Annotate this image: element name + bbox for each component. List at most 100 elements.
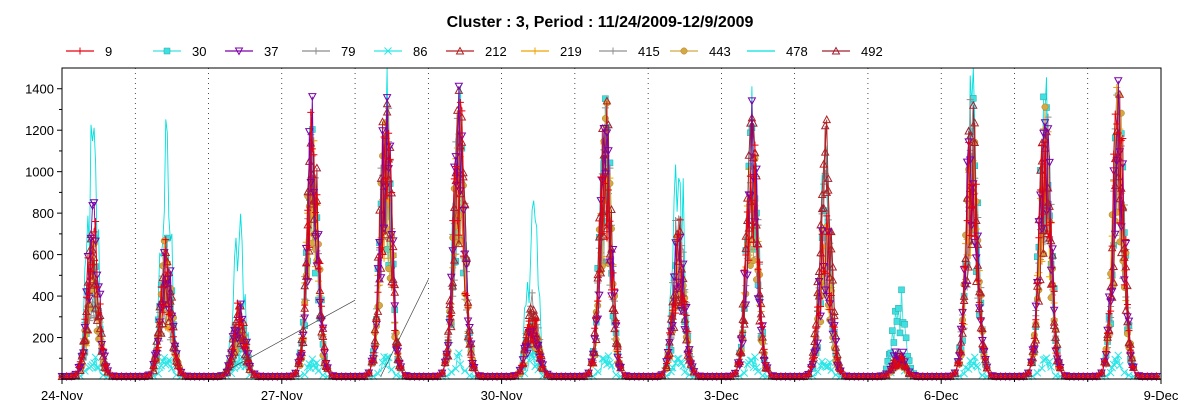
legend-swatch-marker	[234, 47, 244, 56]
data-point	[594, 291, 604, 300]
y-tick-label: 1200	[25, 123, 54, 138]
data-point	[662, 359, 670, 367]
data-point	[375, 254, 383, 262]
data-point	[379, 250, 387, 258]
data-point	[233, 358, 242, 367]
data-point	[391, 327, 399, 335]
data-point	[376, 274, 386, 283]
data-point	[836, 367, 844, 375]
data-point	[1036, 186, 1044, 194]
data-point	[528, 323, 536, 331]
data-point	[164, 317, 174, 326]
data-point	[751, 141, 759, 149]
data-point	[100, 352, 110, 361]
data-point	[530, 338, 538, 346]
data-point	[163, 268, 171, 276]
data-point	[250, 370, 258, 378]
data-point	[377, 244, 385, 252]
data-point	[1122, 235, 1130, 243]
data-point	[759, 323, 767, 331]
data-point	[809, 355, 817, 363]
data-point	[394, 350, 402, 358]
data-point	[821, 269, 829, 277]
legend-entry-478: 478	[747, 44, 808, 59]
data-point	[899, 355, 907, 363]
data-point	[311, 209, 319, 217]
data-point	[365, 369, 373, 377]
legend-swatch-marker	[76, 47, 84, 55]
data-point	[529, 354, 538, 363]
legend-swatch-marker	[680, 47, 688, 55]
data-point	[981, 355, 989, 363]
data-point	[1134, 372, 1142, 380]
chart-title: Cluster : 3, Period : 11/24/2009-12/9/20…	[447, 14, 754, 31]
data-point	[154, 344, 162, 352]
data-point	[441, 358, 449, 366]
data-point	[737, 350, 745, 358]
data-point	[614, 347, 622, 355]
data-point	[828, 275, 838, 284]
legend-swatch-marker	[531, 47, 539, 55]
data-point	[598, 123, 607, 132]
data-point	[226, 361, 234, 369]
data-point	[600, 173, 608, 181]
data-point	[594, 297, 602, 305]
data-point	[317, 302, 325, 310]
data-point	[830, 323, 838, 331]
data-point	[980, 348, 988, 356]
data-point	[739, 316, 749, 325]
data-point	[317, 316, 326, 325]
data-point	[608, 286, 615, 294]
data-point	[531, 317, 539, 325]
data-point	[738, 339, 748, 348]
data-point	[463, 317, 473, 326]
data-point	[690, 367, 698, 375]
data-point	[449, 202, 459, 211]
data-point	[392, 371, 401, 380]
data-point	[680, 326, 690, 335]
data-point	[741, 231, 751, 240]
y-tick-label: 800	[32, 206, 54, 221]
legend-entry-30: 30	[153, 44, 206, 59]
data-point	[970, 95, 977, 102]
data-point	[748, 196, 756, 204]
legend-label: 478	[786, 44, 808, 59]
data-point	[895, 305, 902, 312]
data-point	[604, 186, 612, 194]
x-tick-label: 24-Nov	[41, 388, 83, 403]
data-point	[612, 370, 620, 379]
data-point	[1123, 313, 1132, 322]
data-point	[974, 277, 982, 285]
data-point	[374, 369, 382, 378]
data-point	[450, 175, 458, 183]
legend-label: 212	[485, 44, 507, 59]
data-point	[1114, 129, 1122, 137]
legend-entry-219: 219	[521, 44, 582, 59]
legend-swatch-marker	[312, 47, 320, 55]
series-layer	[57, 67, 1161, 382]
data-point	[607, 361, 616, 370]
data-point	[313, 191, 321, 199]
data-point	[458, 107, 466, 115]
data-point	[662, 360, 671, 369]
data-point	[687, 358, 695, 366]
data-point	[819, 203, 829, 212]
data-point	[382, 94, 392, 103]
data-point	[464, 304, 472, 312]
data-point	[387, 365, 396, 374]
data-point	[456, 98, 464, 106]
data-point	[469, 359, 477, 367]
data-point	[321, 345, 329, 353]
data-point	[95, 309, 103, 317]
data-point	[978, 343, 986, 351]
data-point	[1113, 77, 1123, 86]
data-point	[516, 368, 524, 376]
data-point	[605, 258, 615, 267]
data-point	[685, 346, 694, 355]
data-point	[438, 369, 446, 377]
data-point	[165, 325, 173, 333]
data-point	[466, 340, 476, 349]
data-point	[299, 335, 307, 343]
data-point	[684, 328, 692, 336]
data-point	[604, 120, 613, 129]
